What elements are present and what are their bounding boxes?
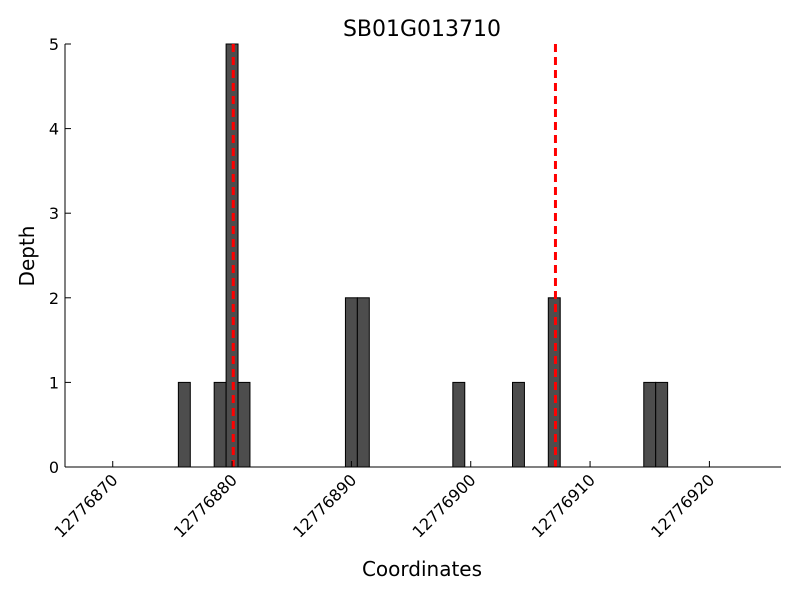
bar-0 [177,381,191,468]
y-tick-label-2: 2 [49,289,59,308]
y-tick-label-1: 1 [49,373,59,392]
bars-layer [177,43,669,468]
y-tick-label-3: 3 [49,204,59,223]
y-tick-label-5: 5 [49,35,59,54]
x-tick-label-0: 12776870 [51,470,122,541]
bar-7 [512,381,525,468]
x-tick-label-5: 12776920 [647,470,718,541]
x-tick-label-4: 12776910 [528,470,599,541]
bar-6 [452,381,466,468]
bar-9 [643,381,657,468]
y-tick-label-0: 0 [49,458,59,477]
bar-4 [344,297,358,468]
x-axis-title: Coordinates [362,557,482,581]
reference-lines-layer [231,44,557,467]
axes-layer [64,44,781,468]
bar-1 [213,381,227,468]
ticks-layer: 0 1 2 3 4 5 12776870 12776880 12776890 12776900 12… [49,35,718,541]
y-tick-label-4: 4 [49,120,59,139]
chart-title: SB01G013710 [343,17,501,42]
y-axis-title: Depth [15,226,39,287]
x-tick-label-1: 12776880 [170,470,241,541]
bar-5 [356,297,370,468]
x-tick-label-3: 12776900 [409,470,480,541]
bar-3 [237,381,251,468]
x-tick-label-2: 12776890 [289,470,360,541]
bar-10 [655,381,669,468]
